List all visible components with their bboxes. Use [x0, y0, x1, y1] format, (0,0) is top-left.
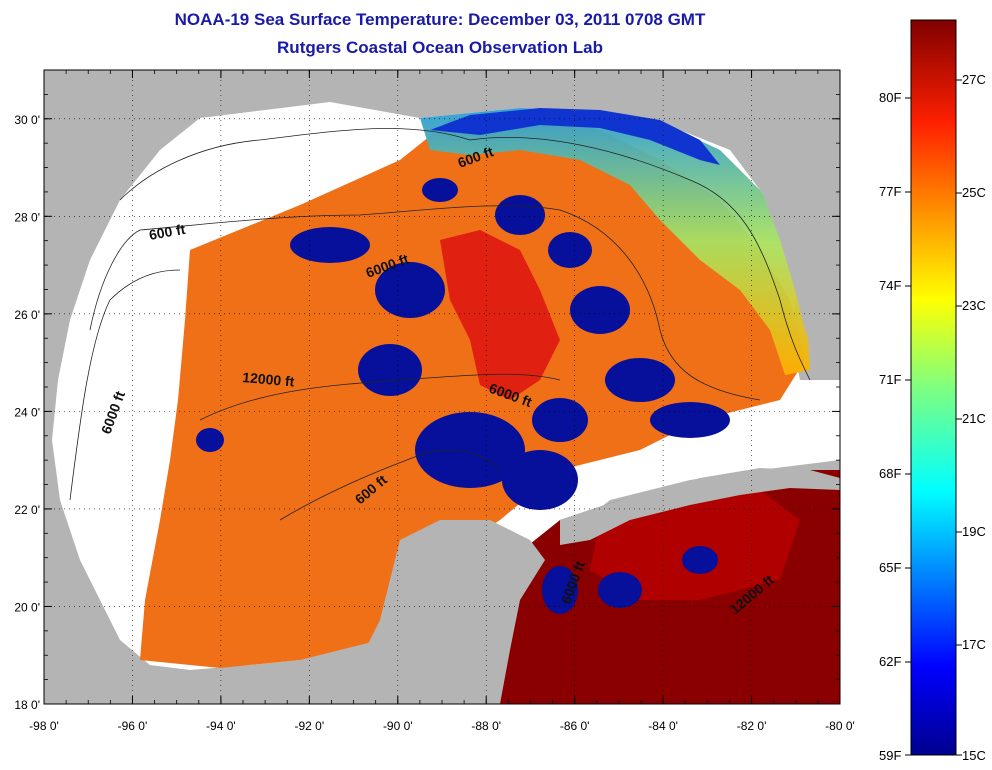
cloud-mask — [196, 178, 730, 614]
lat-tick-label: 20 0' — [14, 600, 40, 614]
bathymetry-contours — [69, 128, 811, 521]
lon-tick-label: -96 0' — [118, 719, 148, 733]
cb-f-68: 68F — [879, 466, 902, 481]
lon-tick-label: -94 0' — [206, 719, 236, 733]
cb-f-65: 65F — [879, 560, 902, 575]
chart-subtitle: Rutgers Coastal Ocean Observation Lab — [277, 38, 603, 57]
cb-f-77: 77F — [879, 184, 902, 199]
cb-f-74: 74F — [879, 278, 902, 293]
lat-tick-label: 28 0' — [14, 210, 40, 224]
contour-label-600ft-west: 600 ft — [148, 221, 187, 243]
cb-c-17: 17C — [962, 637, 986, 652]
lat-tick-label: 18 0' — [14, 698, 40, 712]
lon-tick-label: -92 0' — [295, 719, 325, 733]
colorbar-ticks — [905, 79, 962, 756]
cb-f-62: 62F — [879, 654, 902, 669]
cb-f-59: 59F — [879, 748, 902, 763]
lat-tick-label: 26 0' — [14, 308, 40, 322]
cb-c-25: 25C — [962, 185, 986, 200]
cb-c-27: 27C — [962, 72, 986, 87]
lon-tick-label: -98 0' — [29, 719, 59, 733]
lon-tick-label: -86 0' — [560, 719, 590, 733]
cb-f-80: 80F — [879, 90, 902, 105]
graticule — [44, 70, 840, 704]
caribbean-warm-2 — [590, 490, 800, 600]
cb-c-15: 15C — [962, 748, 986, 763]
lat-tick-label: 24 0' — [14, 405, 40, 419]
florida-land — [760, 70, 840, 380]
chart-title: NOAA-19 Sea Surface Temperature: Decembe… — [174, 10, 706, 29]
lon-tick-label: -82 0' — [737, 719, 767, 733]
cold-coastal-water — [430, 108, 720, 165]
cool-shelf-band — [420, 108, 810, 375]
cb-f-71: 71F — [879, 372, 902, 387]
cuba-land — [560, 468, 840, 545]
cb-c-21: 21C — [962, 411, 986, 426]
yucatan-land — [360, 520, 545, 704]
lon-tick-label: -84 0' — [648, 719, 678, 733]
lon-tick-label: -90 0' — [383, 719, 413, 733]
cb-c-23: 23C — [962, 298, 986, 313]
lat-tick-label: 30 0' — [14, 113, 40, 127]
loop-current-warm — [440, 230, 560, 400]
cb-c-19: 19C — [962, 524, 986, 539]
lon-tick-label: -88 0' — [471, 719, 501, 733]
colorbar — [910, 19, 957, 756]
contour-label-12000ft-west: 12000 ft — [242, 369, 296, 390]
lon-tick-label: -80 0' — [825, 719, 855, 733]
lat-tick-label: 22 0' — [14, 503, 40, 517]
axis-ticks: -98 0' -96 0' -94 0' -92 0' -90 0' -88 0' -86 … — [14, 69, 855, 733]
